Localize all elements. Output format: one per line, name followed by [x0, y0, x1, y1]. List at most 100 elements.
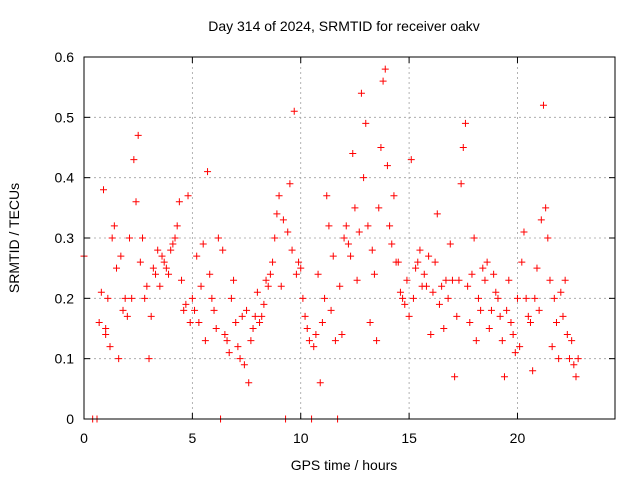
- data-point: [433, 210, 441, 218]
- data-point: [182, 300, 190, 308]
- data-point: [427, 331, 435, 339]
- data-point: [474, 294, 482, 302]
- data-point: [247, 337, 255, 345]
- data-point: [511, 349, 519, 357]
- y-tick-label: 0: [66, 411, 74, 427]
- data-point: [113, 264, 121, 272]
- data-point: [516, 343, 524, 351]
- grid: [84, 57, 615, 419]
- data-point: [349, 150, 357, 158]
- y-tick-label: 0.6: [55, 49, 75, 65]
- data-point: [420, 270, 428, 278]
- data-point: [526, 318, 534, 326]
- chart-title: Day 314 of 2024, SRMTID for receiver oak…: [208, 18, 480, 34]
- data-point: [442, 276, 450, 284]
- data-point: [234, 343, 242, 351]
- data-point: [212, 325, 220, 332]
- data-point: [487, 306, 495, 314]
- data-point: [232, 318, 240, 326]
- data-point: [405, 312, 413, 320]
- data-point: [175, 198, 183, 206]
- data-point: [225, 349, 233, 357]
- data-point: [561, 276, 569, 284]
- data-point: [321, 294, 329, 302]
- data-point: [106, 343, 114, 351]
- data-point: [570, 361, 578, 369]
- data-point: [104, 294, 112, 302]
- data-point: [310, 343, 318, 351]
- data-point: [132, 198, 140, 206]
- data-point: [394, 258, 402, 266]
- data-point: [110, 222, 118, 230]
- data-point: [529, 367, 537, 375]
- data-point: [383, 162, 391, 170]
- data-point: [191, 306, 199, 314]
- data-point: [130, 156, 138, 164]
- data-point: [154, 246, 162, 254]
- data-point: [468, 270, 476, 278]
- data-point: [284, 228, 292, 236]
- data-point: [364, 222, 372, 230]
- data-point: [201, 337, 209, 345]
- data-point: [390, 192, 398, 200]
- data-point: [451, 373, 459, 381]
- data-point: [568, 337, 576, 345]
- data-point: [496, 312, 504, 320]
- data-point: [102, 331, 110, 339]
- data-point: [409, 294, 417, 302]
- data-point: [173, 222, 181, 230]
- data-point: [353, 276, 361, 284]
- data-point: [204, 168, 212, 176]
- data-point: [238, 312, 246, 320]
- data-point: [126, 234, 134, 242]
- data-point: [279, 216, 287, 224]
- data-point: [357, 89, 365, 97]
- data-point: [115, 355, 123, 363]
- axis-ticks: [83, 56, 615, 420]
- data-point: [305, 337, 313, 345]
- data-point: [555, 355, 563, 363]
- data-point: [169, 240, 177, 248]
- data-point: [414, 258, 422, 266]
- data-point: [117, 252, 125, 260]
- data-point: [152, 270, 160, 278]
- data-point: [223, 337, 231, 345]
- data-point: [533, 264, 541, 272]
- data-point: [485, 325, 493, 332]
- data-point: [95, 318, 103, 326]
- data-point: [453, 312, 461, 320]
- data-point: [520, 228, 528, 236]
- data-point: [548, 343, 556, 351]
- data-point: [565, 355, 573, 363]
- data-point: [377, 144, 385, 151]
- data-point: [375, 204, 383, 212]
- data-point: [557, 288, 565, 296]
- data-point: [97, 288, 105, 296]
- data-point: [360, 174, 368, 182]
- data-point: [539, 101, 547, 109]
- y-tick-label: 0.4: [55, 170, 75, 186]
- data-point: [559, 312, 567, 320]
- data-point: [262, 276, 270, 284]
- data-point: [136, 258, 144, 266]
- data-point: [141, 294, 149, 302]
- y-tick-label: 0.2: [55, 290, 75, 306]
- data-point: [490, 270, 498, 278]
- data-point: [102, 325, 110, 332]
- data-point: [290, 107, 298, 115]
- data-point: [446, 240, 454, 248]
- data-point: [466, 318, 474, 326]
- y-tick-label: 0.3: [55, 230, 75, 246]
- data-point: [312, 331, 320, 339]
- data-point: [373, 337, 381, 345]
- data-point: [498, 337, 506, 345]
- data-point: [386, 222, 394, 230]
- data-point: [214, 234, 222, 242]
- data-point: [251, 312, 259, 320]
- data-point: [295, 258, 303, 266]
- data-point: [492, 288, 500, 296]
- data-point: [518, 258, 526, 266]
- data-point: [329, 252, 337, 260]
- data-point: [379, 77, 387, 85]
